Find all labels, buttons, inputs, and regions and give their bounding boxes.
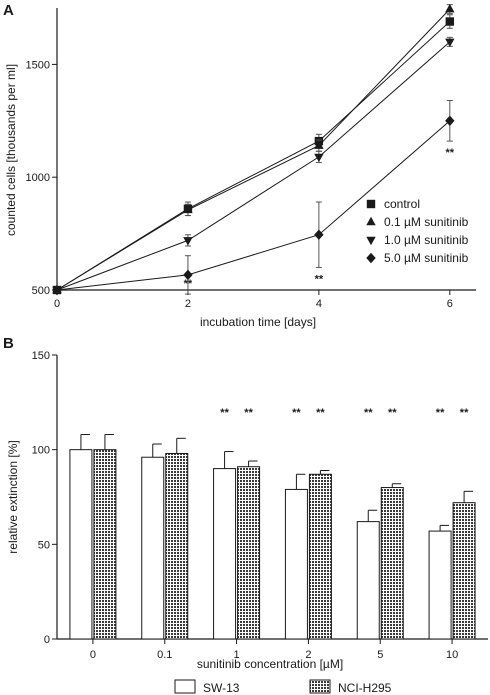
series-line	[56, 21, 451, 291]
legend-item: control	[366, 197, 420, 211]
panel-a-line-chart: A incubation time [days] counted cells […	[3, 2, 476, 329]
data-point	[314, 140, 324, 149]
legend-marker	[366, 199, 376, 209]
bar-nci-h295	[165, 452, 189, 640]
legend-label: 0.1 µM sunitinib	[384, 215, 469, 229]
legend-swatch	[174, 679, 196, 694]
panel-a-x-axis-title: incubation time [days]	[200, 315, 316, 329]
data-point	[445, 38, 455, 48]
legend-marker	[366, 252, 376, 264]
panel-a-x-tick-label: 2	[185, 298, 191, 310]
panel-b-x-tick-label: 2	[305, 649, 311, 661]
panel-b-y-tick-label: 100	[32, 445, 50, 457]
bar-sw-13	[284, 488, 308, 640]
panel-a-y-axis-title: counted cells [thousands per ml]	[4, 64, 18, 236]
significance-marker: **	[315, 273, 324, 285]
significance-marker: **	[184, 278, 193, 290]
bar-nci-h295	[93, 449, 117, 640]
legend-item: 1.0 µM sunitinib	[366, 233, 469, 247]
panel-b-y-tick-label: 150	[32, 350, 50, 362]
significance-marker: **	[244, 407, 253, 419]
data-point	[52, 284, 62, 296]
data-point	[314, 229, 324, 240]
bar-sw-13	[356, 521, 380, 640]
bar-sw-13	[213, 468, 237, 640]
series-4	[52, 99, 455, 296]
panel-b-x-axis-title: sunitinib concentration [µM]	[197, 657, 343, 671]
series-line	[56, 41, 451, 291]
legend-label: NCI-H295	[338, 681, 392, 695]
bar-sw-13	[428, 530, 452, 640]
bar-sw-13	[141, 456, 165, 640]
bar-nci-h295	[237, 466, 261, 640]
significance-marker: **	[436, 407, 445, 419]
panel-b-x-tick-label: 10	[446, 649, 458, 661]
panel-a-y-tick-label: 1000	[26, 172, 50, 184]
panel-b-x-tick-label: 5	[377, 649, 383, 661]
significance-marker: **	[364, 407, 373, 419]
series-line	[56, 8, 451, 291]
panel-b-y-tick-label: 50	[38, 539, 50, 551]
panel-b-y-axis-title: relative extinction [%]	[6, 440, 20, 553]
legend-item: 0.1 µM sunitinib	[366, 215, 469, 229]
data-point	[183, 269, 193, 281]
panel-b-letter: B	[3, 335, 14, 352]
bar-sw-13	[69, 449, 93, 640]
panel-b-bar-chart: B sunitinib concentration [µM] relative …	[3, 335, 488, 695]
legend-label: control	[384, 197, 420, 211]
legend-label: 1.0 µM sunitinib	[384, 233, 469, 247]
data-point	[183, 204, 193, 214]
data-point	[445, 3, 455, 13]
data-point	[445, 115, 455, 126]
data-point	[445, 17, 455, 26]
panel-a-letter: A	[3, 2, 14, 19]
significance-marker: **	[388, 407, 397, 419]
panel-a-x-tick-label: 4	[316, 298, 322, 310]
data-point	[183, 237, 193, 246]
panel-a-x-tick-label: 0	[54, 298, 60, 310]
legend-label: 5.0 µM sunitinib	[384, 251, 469, 265]
panel-b-x-tick-label: 0	[90, 649, 96, 661]
legend-item: SW-13	[174, 679, 240, 695]
series-2	[52, 3, 455, 294]
panel-a-y-tick-label: 1500	[26, 59, 50, 71]
significance-marker: **	[446, 147, 455, 159]
significance-marker: **	[460, 407, 469, 419]
panel-a-x-tick-label: 6	[447, 298, 453, 310]
panel-b-x-tick-label: 0.1	[157, 649, 172, 661]
panel-b-y-tick-label: 0	[44, 634, 50, 646]
legend-marker	[366, 216, 376, 226]
data-point	[314, 153, 324, 163]
legend-swatch	[309, 679, 331, 694]
panel-a-y-tick-label: 500	[32, 285, 50, 297]
legend-item: NCI-H295	[309, 679, 392, 695]
significance-marker: **	[220, 407, 229, 419]
legend-marker	[366, 236, 376, 246]
bar-nci-h295	[308, 473, 332, 640]
legend-item: 5.0 µM sunitinib	[366, 251, 469, 265]
bar-nci-h295	[380, 487, 404, 640]
bar-nci-h295	[452, 502, 476, 640]
significance-marker: **	[316, 407, 325, 419]
series-line	[56, 120, 451, 291]
legend-label: SW-13	[203, 681, 240, 695]
panel-b-x-tick-label: 1	[234, 649, 240, 661]
significance-marker: **	[292, 407, 301, 419]
